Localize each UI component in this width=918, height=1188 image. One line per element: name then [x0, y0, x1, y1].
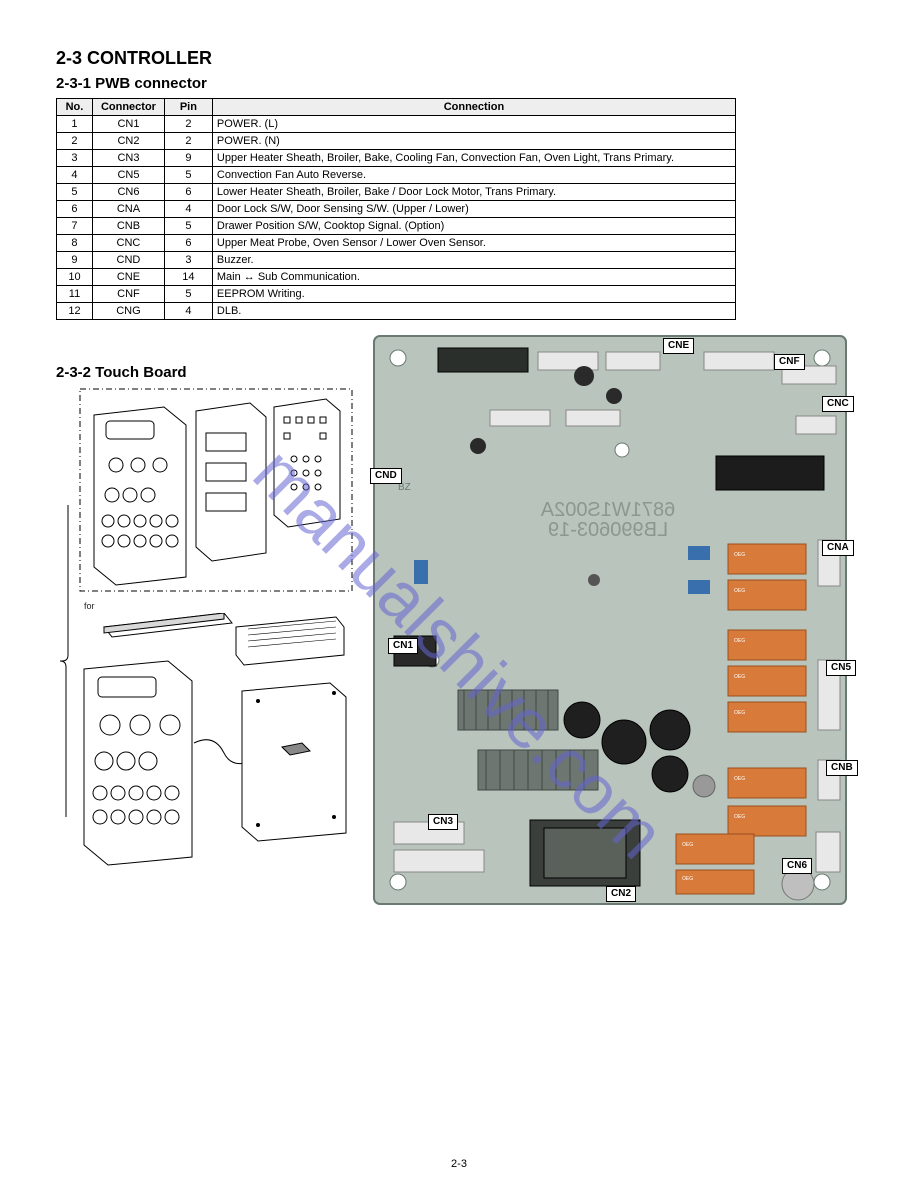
th-connector: Connector [92, 99, 164, 116]
cell-connector: CNC [92, 235, 164, 252]
cell-no: 12 [57, 303, 93, 320]
th-no: No. [57, 99, 93, 116]
cell-pin: 2 [164, 116, 212, 133]
cell-no: 11 [57, 286, 93, 303]
cell-connection: Buzzer. [212, 252, 735, 269]
cell-pin: 9 [164, 150, 212, 167]
cell-no: 1 [57, 116, 93, 133]
cell-connection: Main ↔ Sub Communication. [212, 269, 735, 286]
cell-connector: CN5 [92, 167, 164, 184]
cell-connector: CNE [92, 269, 164, 286]
cell-connection: POWER. (L) [212, 116, 735, 133]
cell-no: 8 [57, 235, 93, 252]
table-row: 8CNC6Upper Meat Probe, Oven Sensor / Low… [57, 235, 736, 252]
svg-text:OEG: OEG [734, 588, 745, 594]
svg-text:6871W1S002A: 6871W1S002A [540, 499, 675, 521]
cell-pin: 14 [164, 269, 212, 286]
cell-pin: 3 [164, 252, 212, 269]
cell-connector: CNA [92, 201, 164, 218]
cell-pin: 5 [164, 167, 212, 184]
callout-cnc: CNC [822, 396, 854, 412]
svg-text:OEG: OEG [734, 710, 745, 716]
cell-no: 10 [57, 269, 93, 286]
svg-text:OEG: OEG [734, 674, 745, 680]
table-header-row: No. Connector Pin Connection [57, 99, 736, 116]
page-number: 2-3 [0, 1158, 918, 1170]
cell-connection: DLB. [212, 303, 735, 320]
table-row: 3CN39Upper Heater Sheath, Broiler, Bake,… [57, 150, 736, 167]
touch-board-heading: 2-3-2 Touch Board [56, 364, 356, 381]
svg-text:OEG: OEG [734, 776, 745, 782]
cell-connector: CNG [92, 303, 164, 320]
cell-no: 5 [57, 184, 93, 201]
callout-cnd: CND [370, 468, 402, 484]
svg-text:LB990603-19: LB990603-19 [548, 519, 668, 541]
placeholder-note: for [84, 601, 356, 611]
table-row: 6CNA4Door Lock S/W, Door Sensing S/W. (U… [57, 201, 736, 218]
callout-cn1: CN1 [388, 638, 418, 654]
cell-pin: 4 [164, 303, 212, 320]
table-row: 2CN22POWER. (N) [57, 133, 736, 150]
cell-connector: CND [92, 252, 164, 269]
callout-cnf: CNF [774, 354, 805, 370]
touch-assembly-lower [76, 613, 356, 873]
callout-cn6: CN6 [782, 858, 812, 874]
cell-connection: Door Lock S/W, Door Sensing S/W. (Upper … [212, 201, 735, 218]
cell-connection: POWER. (N) [212, 133, 735, 150]
cell-no: 4 [57, 167, 93, 184]
cell-no: 3 [57, 150, 93, 167]
table-row: 4CN55Convection Fan Auto Reverse. [57, 167, 736, 184]
table-row: 10CNE14Main ↔ Sub Communication. [57, 269, 736, 286]
callout-cna: CNA [822, 540, 854, 556]
cell-pin: 5 [164, 218, 212, 235]
cell-connection: Drawer Position S/W, Cooktop Signal. (Op… [212, 218, 735, 235]
svg-text:OEG: OEG [682, 876, 693, 882]
pcb-figure: BZ 6871W1S002A LB990603-19 [368, 330, 852, 910]
connector-heading: 2-3-1 PWB connector [56, 75, 862, 92]
cell-pin: 2 [164, 133, 212, 150]
svg-text:OEG: OEG [734, 552, 745, 558]
cell-connection: Lower Heater Sheath, Broiler, Bake / Doo… [212, 184, 735, 201]
svg-text:OEG: OEG [734, 814, 745, 820]
cell-connection: EEPROM Writing. [212, 286, 735, 303]
cell-connector: CN3 [92, 150, 164, 167]
cell-connector: CNF [92, 286, 164, 303]
cell-pin: 4 [164, 201, 212, 218]
table-row: 5CN66Lower Heater Sheath, Broiler, Bake … [57, 184, 736, 201]
svg-text:OEG: OEG [734, 638, 745, 644]
cell-connector: CNB [92, 218, 164, 235]
cell-no: 2 [57, 133, 93, 150]
callout-cnb: CNB [826, 760, 858, 776]
table-row: 1CN12POWER. (L) [57, 116, 736, 133]
cell-connector: CN1 [92, 116, 164, 133]
cell-connection: Upper Meat Probe, Oven Sensor / Lower Ov… [212, 235, 735, 252]
cell-no: 9 [57, 252, 93, 269]
cell-connector: CN6 [92, 184, 164, 201]
touch-assembly-upper [76, 385, 356, 595]
cell-pin: 5 [164, 286, 212, 303]
cell-connection: Convection Fan Auto Reverse. [212, 167, 735, 184]
cell-no: 6 [57, 201, 93, 218]
callout-cne: CNE [663, 338, 694, 354]
th-pin: Pin [164, 99, 212, 116]
table-row: 11CNF5EEPROM Writing. [57, 286, 736, 303]
svg-text:OEG: OEG [682, 842, 693, 848]
cell-pin: 6 [164, 235, 212, 252]
table-row: 9CND3Buzzer. [57, 252, 736, 269]
table-row: 12CNG4DLB. [57, 303, 736, 320]
table-row: 7CNB5Drawer Position S/W, Cooktop Signal… [57, 218, 736, 235]
th-connection: Connection [212, 99, 735, 116]
callout-cn5: CN5 [826, 660, 856, 676]
cell-connection: Upper Heater Sheath, Broiler, Bake, Cool… [212, 150, 735, 167]
callout-cn3: CN3 [428, 814, 458, 830]
cell-connector: CN2 [92, 133, 164, 150]
section-title: 2-3 CONTROLLER [56, 48, 862, 69]
cell-pin: 6 [164, 184, 212, 201]
cell-no: 7 [57, 218, 93, 235]
connector-table: No. Connector Pin Connection 1CN12POWER.… [56, 98, 736, 320]
callout-cn2: CN2 [606, 886, 636, 902]
